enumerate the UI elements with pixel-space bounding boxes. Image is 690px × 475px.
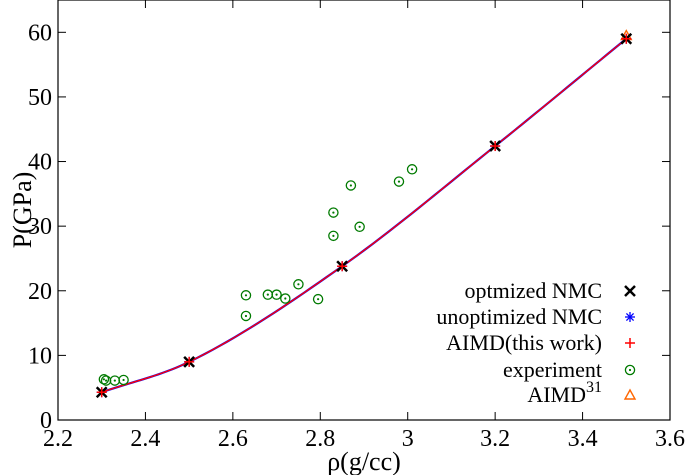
marker-circle-dot xyxy=(102,378,105,381)
data-point-circle-dot xyxy=(354,221,365,233)
data-point-circle-dot xyxy=(280,293,291,304)
data-point-circle-dot xyxy=(271,289,282,300)
marker-circle-dot xyxy=(297,283,300,286)
marker-circle-ring xyxy=(328,207,339,218)
marker-circle-ring xyxy=(98,374,110,385)
marker-asterisk-stroke xyxy=(625,312,635,322)
data-point-circle-dot xyxy=(240,310,252,322)
data-point-circle-dot xyxy=(109,375,121,386)
marker-circle-ring xyxy=(406,164,418,175)
legend-label: AIMD(this work) xyxy=(446,330,602,355)
marker-circle-ring xyxy=(280,293,291,304)
x-tick-label: 3.4 xyxy=(568,426,598,452)
axis-ticks: 2.2 2.4 2.6 2.8 3 3.2 3.4 3.6 0 10 20 30 40 50 60 xyxy=(28,0,685,452)
data-point-plus xyxy=(184,356,195,367)
marker-circle-dot xyxy=(358,225,361,228)
data-point-circle-dot xyxy=(293,279,304,290)
marker-circle-ring xyxy=(354,221,365,233)
legend-marker xyxy=(623,388,637,400)
data-point-circle-dot xyxy=(118,374,129,386)
marker-circle-ring xyxy=(271,289,282,300)
y-tick-label: 50 xyxy=(28,85,52,111)
x-axis-title: ρ(g/cc) xyxy=(327,447,401,475)
y-tick-label: 30 xyxy=(28,214,52,240)
data-markers xyxy=(95,29,633,399)
y-tick-label: 10 xyxy=(28,343,52,369)
y-axis-title: P(GPa) xyxy=(8,172,37,249)
data-point-circle-dot xyxy=(328,207,339,218)
x-tick-label: 2.2 xyxy=(43,426,73,452)
marker-circle-ring xyxy=(240,310,252,322)
x-tick-label: 2.8 xyxy=(305,426,335,452)
y-tick-label: 0 xyxy=(40,408,52,434)
marker-circle-ring xyxy=(293,279,304,290)
data-point-circle-dot xyxy=(328,230,339,242)
marker-circle-ring xyxy=(118,374,129,386)
marker-circle-dot xyxy=(349,184,352,187)
data-point-plus xyxy=(337,261,348,272)
marker-circle-dot xyxy=(266,293,269,296)
data-point-plus xyxy=(621,33,632,44)
marker-circle-dot xyxy=(244,294,248,297)
marker-circle-ring xyxy=(240,290,252,301)
data-point-circle-dot xyxy=(98,374,110,385)
y-tick-label: 60 xyxy=(28,20,52,46)
x-tick-label: 2.4 xyxy=(130,426,160,452)
data-point-circle-dot xyxy=(240,290,252,301)
marker-circle-dot xyxy=(122,378,125,382)
legend-marker xyxy=(625,312,635,322)
marker-circle-dot xyxy=(332,234,335,237)
marker-circle-ring xyxy=(393,176,405,187)
marker-x-stroke xyxy=(624,285,636,297)
marker-circle-dot xyxy=(628,368,632,372)
marker-circle-dot xyxy=(244,314,248,318)
legend-label: AIMD31 xyxy=(527,379,602,407)
marker-circle-ring xyxy=(312,293,324,305)
data-point-plus xyxy=(96,387,107,398)
marker-circle-dot xyxy=(275,293,278,296)
data-point-plus xyxy=(490,141,501,152)
x-tick-label: 2.6 xyxy=(218,426,248,452)
legend-label: unoptimized NMC xyxy=(436,304,602,329)
data-point-circle-dot xyxy=(406,164,418,175)
legend-marker xyxy=(625,338,635,348)
marker-circle-dot xyxy=(332,211,335,214)
marker-circle-dot xyxy=(113,379,116,382)
data-point-circle-dot xyxy=(262,289,274,300)
marker-circle-dot xyxy=(284,297,287,300)
legend-marker xyxy=(624,364,636,376)
marker-circle-dot xyxy=(104,379,108,382)
y-tick-label: 20 xyxy=(28,279,52,305)
legend-label-superscript: 31 xyxy=(586,379,602,396)
marker-circle-dot xyxy=(317,298,320,301)
legend-marker xyxy=(624,285,636,297)
x-tick-label: 3.6 xyxy=(655,426,685,452)
marker-circle-dot xyxy=(397,180,401,183)
legend-label: experiment xyxy=(503,357,602,382)
plot-frame xyxy=(57,0,671,421)
marker-circle-ring xyxy=(624,364,636,376)
marker-circle-ring xyxy=(328,230,339,242)
legend-label: optmized NMC xyxy=(465,278,603,303)
x-tick-label: 3.2 xyxy=(480,426,510,452)
x-tick-label: 3 xyxy=(402,426,414,452)
marker-circle-ring xyxy=(345,180,357,191)
marker-circle-dot xyxy=(410,168,414,171)
data-point-circle-dot xyxy=(393,176,405,187)
y-tick-label: 40 xyxy=(28,150,52,176)
data-point-circle-dot xyxy=(312,293,324,305)
data-point-circle-dot xyxy=(345,180,357,191)
